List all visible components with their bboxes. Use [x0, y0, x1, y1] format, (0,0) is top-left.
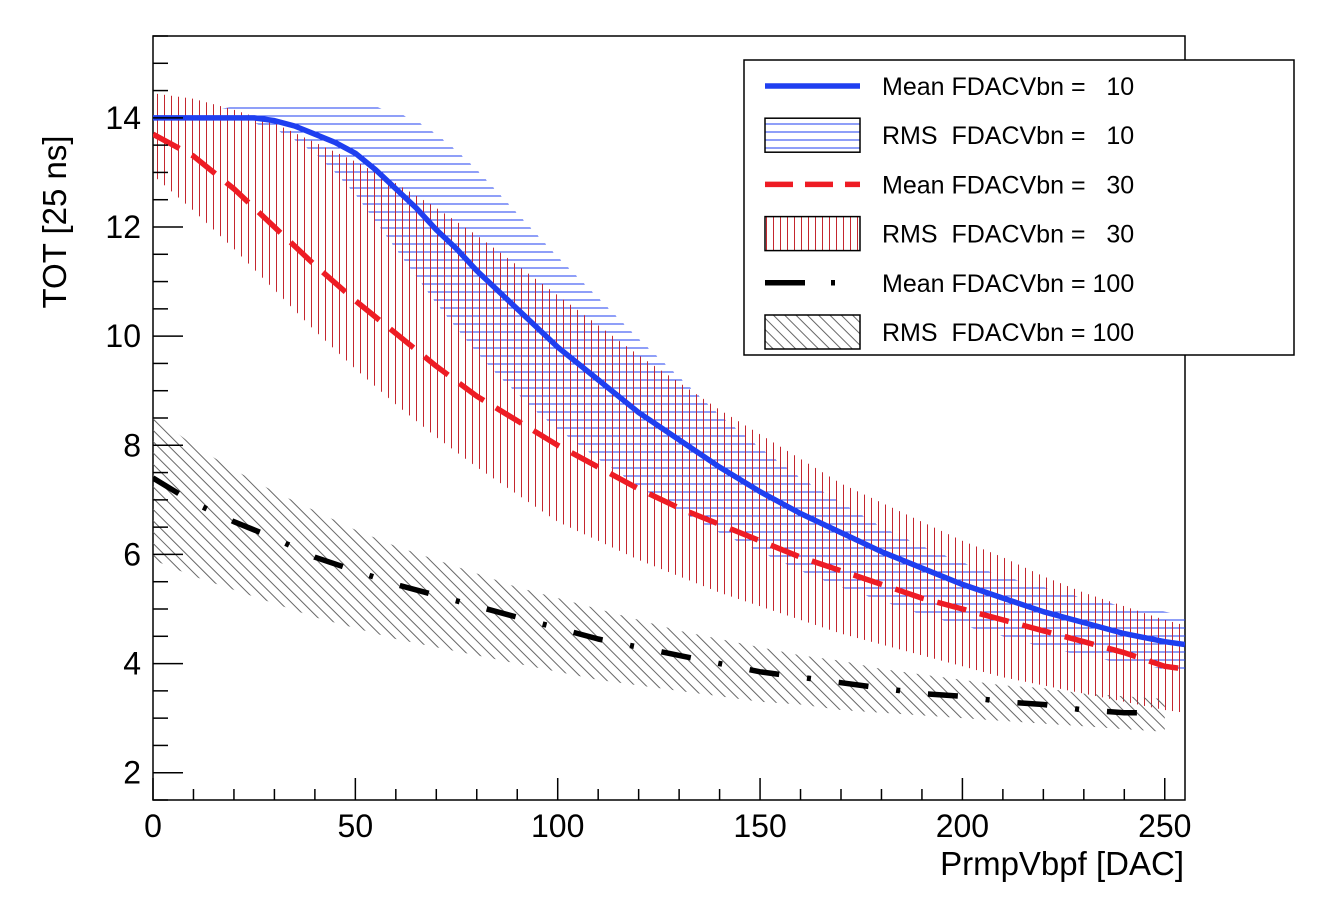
legend-label: RMS FDACVbn = 10 [882, 122, 1134, 150]
x-tick-label: 200 [936, 808, 989, 844]
x-tick-label: 50 [338, 808, 374, 844]
legend: Mean FDACVbn = 10 RMS FDACVbn = 10 Mean FD… [743, 59, 1295, 356]
legend-label: Mean FDACVbn = 100 [882, 270, 1134, 298]
legend-swatch-band [764, 314, 861, 350]
mean-lines [153, 115, 1185, 716]
y-tick-label: 10 [105, 318, 141, 354]
mean-line-1 [153, 131, 1185, 672]
y-tick-label: 6 [123, 536, 141, 572]
y-tick-label: 8 [123, 427, 141, 463]
x-axis-label: PrmpVbpf [DAC] [940, 845, 1184, 882]
legend-box [743, 59, 1295, 356]
x-tick-label: 150 [733, 808, 786, 844]
y-tick-label: 14 [105, 100, 141, 136]
mean-line-2 [153, 475, 1165, 716]
axes: 0 50 100 150 200 250 2 4 6 8 10 12 14 [105, 35, 1191, 844]
legend-label: Mean FDACVbn = 30 [882, 171, 1134, 199]
legend-label: Mean FDACVbn = 10 [882, 73, 1134, 101]
y-tick-label: 2 [123, 755, 141, 791]
rms-bands [153, 93, 1185, 732]
x-tick-label: 100 [531, 808, 584, 844]
legend-swatch-band [764, 117, 861, 153]
legend-label: RMS FDACVbn = 30 [882, 221, 1134, 249]
mean-line-0 [153, 115, 1185, 648]
legend-label: RMS FDACVbn = 100 [882, 319, 1134, 347]
y-axis-label: TOT [25 ns] [36, 135, 73, 308]
rms-band-1 [153, 93, 1185, 713]
legend-swatch-band [764, 215, 861, 252]
x-tick-label: 250 [1138, 808, 1191, 844]
x-tick-label: 0 [144, 808, 162, 844]
y-tick-label: 4 [123, 646, 141, 682]
y-tick-label: 12 [105, 209, 141, 245]
rms-band-2 [153, 415, 1165, 732]
